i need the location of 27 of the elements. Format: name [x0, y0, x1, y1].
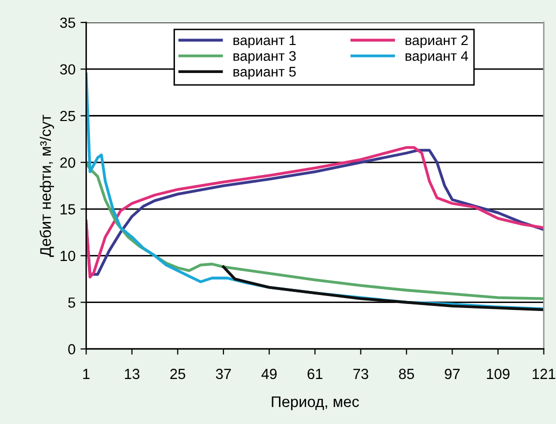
- x-tick-label: 1: [83, 368, 90, 379]
- x-tick-label: 121: [532, 368, 556, 379]
- y-tick-label: 30: [60, 64, 76, 75]
- x-axis-title: Период, мес: [272, 396, 359, 410]
- y-tick-label: 35: [60, 18, 76, 28]
- y-tick-label: 5: [68, 298, 76, 308]
- x-tick-label: 85: [399, 368, 414, 380]
- y-tick-label: 20: [60, 157, 76, 168]
- x-tick-label: 13: [124, 368, 140, 380]
- y-tick-label: 0: [68, 344, 76, 354]
- x-tick-label: 25: [170, 368, 186, 380]
- x-tick-label: 109: [486, 368, 510, 380]
- y-axis-title: Дебит нефти, м³/сут: [40, 114, 54, 257]
- x-tick-label: 97: [444, 368, 460, 380]
- legend-label: вариант 2: [406, 35, 468, 48]
- x-tick-label: 49: [261, 368, 277, 380]
- legend-label: вариант 4: [406, 51, 468, 64]
- x-tick-label: 61: [308, 368, 322, 380]
- legend-label: вариант 3: [234, 51, 296, 64]
- y-tick-label: 15: [60, 204, 76, 214]
- line-series: [222, 265, 544, 312]
- y-tick-label: 10: [60, 250, 76, 262]
- x-tick-label: 73: [353, 368, 368, 380]
- legend-label: вариант 5: [234, 66, 296, 80]
- x-tick-label: 37: [216, 368, 231, 380]
- y-tick-label: 25: [60, 110, 76, 122]
- legend-label: вариант 1: [234, 35, 296, 48]
